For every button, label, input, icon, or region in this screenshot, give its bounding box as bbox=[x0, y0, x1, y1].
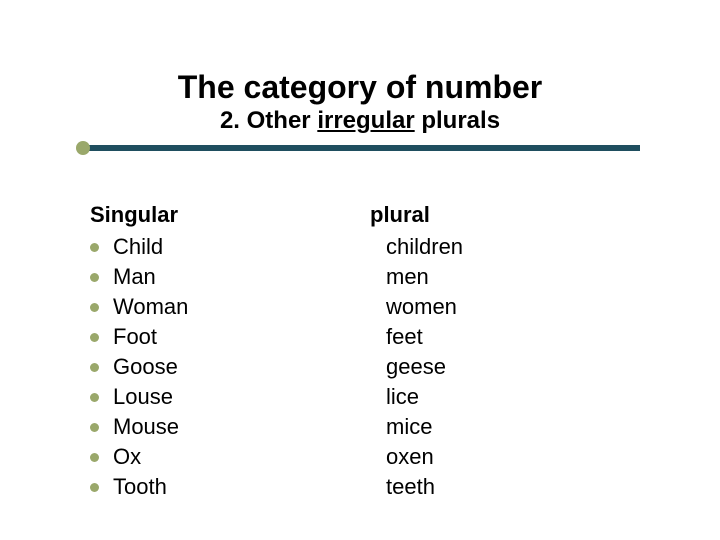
singular-text: Child bbox=[113, 232, 370, 262]
plural-text: women bbox=[370, 292, 660, 322]
bullet-icon bbox=[90, 453, 99, 462]
subtitle-underlined: irregular bbox=[317, 107, 414, 134]
singular-text: Goose bbox=[113, 352, 370, 382]
plural-text: children bbox=[370, 232, 660, 262]
singular-column: Singular ChildManWomanFootGooseLouseMous… bbox=[90, 200, 370, 502]
bullet-icon bbox=[90, 483, 99, 492]
subtitle-prefix: 2. Other bbox=[220, 107, 317, 134]
subtitle: 2. Other irregular plurals bbox=[0, 107, 720, 135]
bullet-icon bbox=[90, 363, 99, 372]
list-item: Foot bbox=[90, 322, 370, 352]
singular-text: Woman bbox=[113, 292, 370, 322]
bullet-icon bbox=[90, 423, 99, 432]
singular-text: Tooth bbox=[113, 472, 370, 502]
bullet-icon bbox=[90, 333, 99, 342]
divider-dot bbox=[76, 141, 90, 155]
plural-column: plural childrenmenwomenfeetgeeselicemice… bbox=[370, 200, 660, 502]
list-item: Woman bbox=[90, 292, 370, 322]
columns: Singular ChildManWomanFootGooseLouseMous… bbox=[90, 200, 660, 502]
singular-list: ChildManWomanFootGooseLouseMouseOxTooth bbox=[90, 232, 370, 502]
subtitle-suffix: plurals bbox=[415, 107, 500, 134]
list-item: Tooth bbox=[90, 472, 370, 502]
plural-text: men bbox=[370, 262, 660, 292]
plural-list: childrenmenwomenfeetgeeselicemiceoxentee… bbox=[370, 232, 660, 502]
bullet-icon bbox=[90, 303, 99, 312]
list-item: Goose bbox=[90, 352, 370, 382]
list-item: Ox bbox=[90, 442, 370, 472]
page-title: The category of number bbox=[0, 70, 720, 105]
singular-text: Ox bbox=[113, 442, 370, 472]
singular-text: Foot bbox=[113, 322, 370, 352]
plural-header: plural bbox=[370, 200, 660, 230]
list-item: Child bbox=[90, 232, 370, 262]
plural-text: teeth bbox=[370, 472, 660, 502]
plural-text: lice bbox=[370, 382, 660, 412]
content: Singular ChildManWomanFootGooseLouseMous… bbox=[90, 200, 660, 502]
divider-bar bbox=[80, 145, 640, 151]
singular-text: Mouse bbox=[113, 412, 370, 442]
plural-text: feet bbox=[370, 322, 660, 352]
title-block: The category of number 2. Other irregula… bbox=[0, 0, 720, 135]
bullet-icon bbox=[90, 273, 99, 282]
bullet-icon bbox=[90, 393, 99, 402]
singular-header: Singular bbox=[90, 200, 370, 230]
plural-text: oxen bbox=[370, 442, 660, 472]
list-item: Louse bbox=[90, 382, 370, 412]
list-item: Man bbox=[90, 262, 370, 292]
bullet-icon bbox=[90, 243, 99, 252]
plural-text: geese bbox=[370, 352, 660, 382]
singular-text: Louse bbox=[113, 382, 370, 412]
list-item: Mouse bbox=[90, 412, 370, 442]
slide: The category of number 2. Other irregula… bbox=[0, 0, 720, 540]
plural-text: mice bbox=[370, 412, 660, 442]
singular-text: Man bbox=[113, 262, 370, 292]
